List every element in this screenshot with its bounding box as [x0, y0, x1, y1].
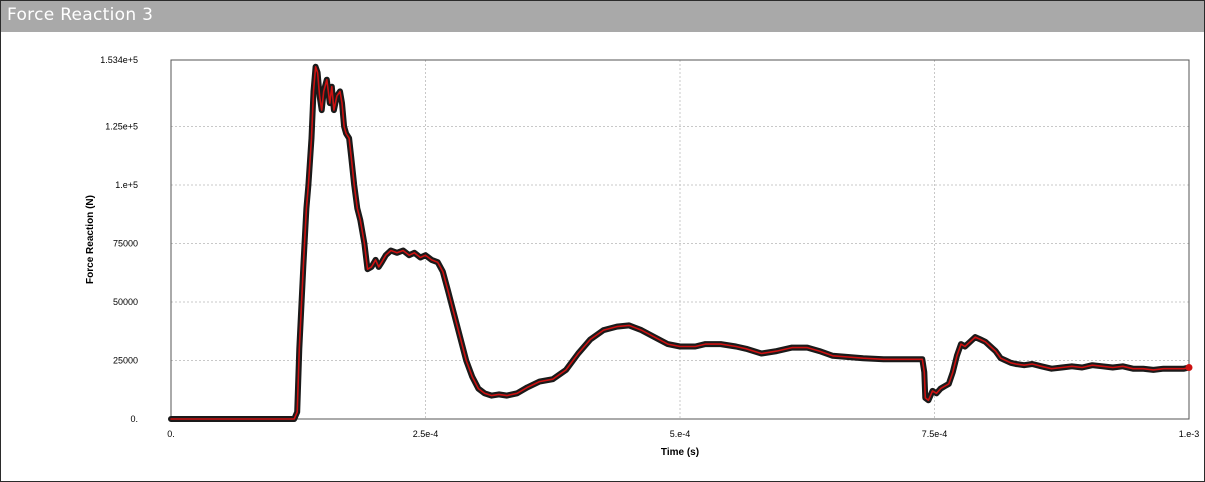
x-axis-label: Time (s): [661, 447, 699, 458]
plot-area-border: [170, 59, 1190, 420]
window-title: Force Reaction 3: [7, 5, 154, 25]
x-tick-label: 2.5e-4: [413, 429, 439, 439]
y-tick-label: 1.25e+5: [105, 121, 138, 131]
y-axis-label: Force Reaction (N): [85, 195, 96, 284]
y-tick-label: 25000: [113, 355, 138, 365]
y-axis-ticks: 0. 25000 50000 75000 1.e+5 1.25e+5 1.534e+5: [100, 55, 138, 424]
curve-end-marker: [1185, 364, 1193, 372]
x-tick-label: 5.e-4: [670, 429, 691, 439]
y-tick-label: 50000: [113, 297, 138, 307]
x-axis-ticks: 0. 2.5e-4 5.e-4 7.5e-4 1.e-3: [167, 429, 1199, 439]
y-tick-label: 0.: [130, 414, 138, 424]
force-curve-outline: [168, 63, 1192, 422]
x-tick-label: 0.: [167, 429, 175, 439]
x-tick-label: 7.5e-4: [922, 429, 948, 439]
y-tick-label: 1.534e+5: [100, 55, 138, 65]
force-curve-line: [170, 65, 1190, 420]
x-tick-label: 1.e-3: [1179, 429, 1200, 439]
grid-lines: [171, 60, 1189, 419]
force-reaction-chart: 0. 2.5e-4 5.e-4 7.5e-4 1.e-3 0. 25000 50000 750…: [85, 55, 1199, 458]
title-bar: Force Reaction 3: [1, 1, 1204, 32]
y-tick-label: 1.e+5: [115, 180, 138, 190]
y-tick-label: 75000: [113, 238, 138, 248]
